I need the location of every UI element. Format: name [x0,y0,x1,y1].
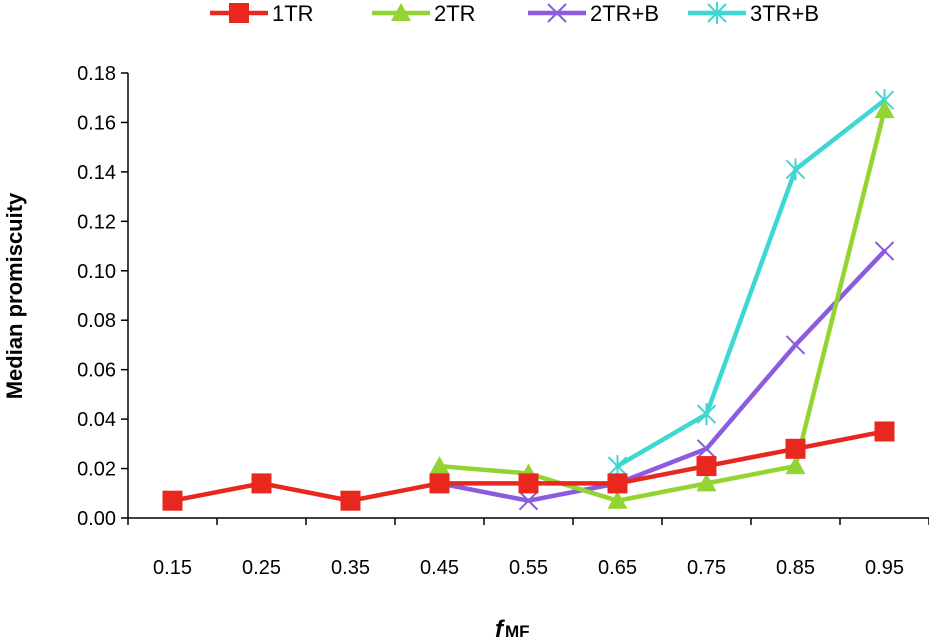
chart-legend: 1TR 2TR 2TR+B 3TR+B [210,1,819,26]
data-point [340,490,361,511]
series-line [437,107,887,503]
x-tick-label: 0.45 [420,557,459,579]
x-axis-label-main: f [495,616,505,642]
x-tick-label: 0.85 [776,557,815,579]
data-point [429,456,450,475]
chart-axes [127,73,929,519]
data-point [874,100,895,119]
data-point [518,490,539,511]
legend-item: 3TR+B [688,1,819,26]
y-axis-label: Median promiscuity [2,192,27,399]
x-tick-label: 0.65 [598,557,637,579]
x-tick-label: 0.95 [865,557,904,579]
y-tick-label: 0.14 [77,162,116,184]
y-tick-label: 0.00 [77,508,116,530]
data-point [874,241,895,261]
y-tick-label: 0.06 [77,360,116,382]
legend-marker [229,3,249,23]
data-point [696,439,717,459]
y-tick-label: 0.18 [77,63,116,85]
x-tick-label: 0.55 [509,557,548,579]
legend-marker [547,3,567,23]
data-point [429,473,450,494]
x-tick-label: 0.15 [153,557,192,579]
data-point [785,335,806,355]
y-tick-label: 0.08 [77,310,116,332]
legend-marker [391,3,411,21]
data-point [785,438,806,459]
y-tick-label: 0.02 [77,459,116,481]
x-tick-label: 0.35 [331,557,370,579]
y-tick-label: 0.16 [77,112,116,134]
legend-item: 2TR+B [528,1,659,26]
series-line [615,97,887,469]
x-axis-ticks: 0.15 0.25 0.35 0.45 0.55 0.65 0.75 0.85 0.95 [127,518,929,579]
chart-series [162,89,895,511]
legend-label: 2TR+B [590,1,659,26]
data-point [251,473,272,494]
y-axis-ticks: 0.00 0.02 0.04 0.06 0.08 0.10 0.12 0.14 0.16 0.18 [77,63,128,530]
x-tick-label: 0.75 [687,557,726,579]
data-point [518,473,539,494]
data-point [607,490,628,509]
y-tick-label: 0.04 [77,409,116,431]
y-tick-label: 0.12 [77,211,116,233]
data-point [785,158,806,181]
data-point [696,456,717,477]
series-line [437,248,887,503]
series-3tr-plus-b [607,89,895,478]
y-tick-label: 0.10 [77,261,116,283]
series-2tr [429,100,895,509]
data-point [874,421,895,442]
legend-label: 3TR+B [750,1,819,26]
x-tick-label: 0.25 [242,557,281,579]
legend-item: 1TR [210,1,314,26]
x-axis-label-sub: MF [505,622,530,641]
legend-label: 1TR [272,1,314,26]
series-1tr [162,421,895,511]
legend-marker [707,2,727,24]
legend-label: 2TR [434,1,476,26]
data-point [696,403,717,426]
data-point [162,490,183,511]
legend-item: 2TR [372,1,476,26]
x-axis-label: f MF [495,616,530,642]
data-point [696,473,717,492]
data-point [607,473,628,494]
data-point [785,456,806,475]
